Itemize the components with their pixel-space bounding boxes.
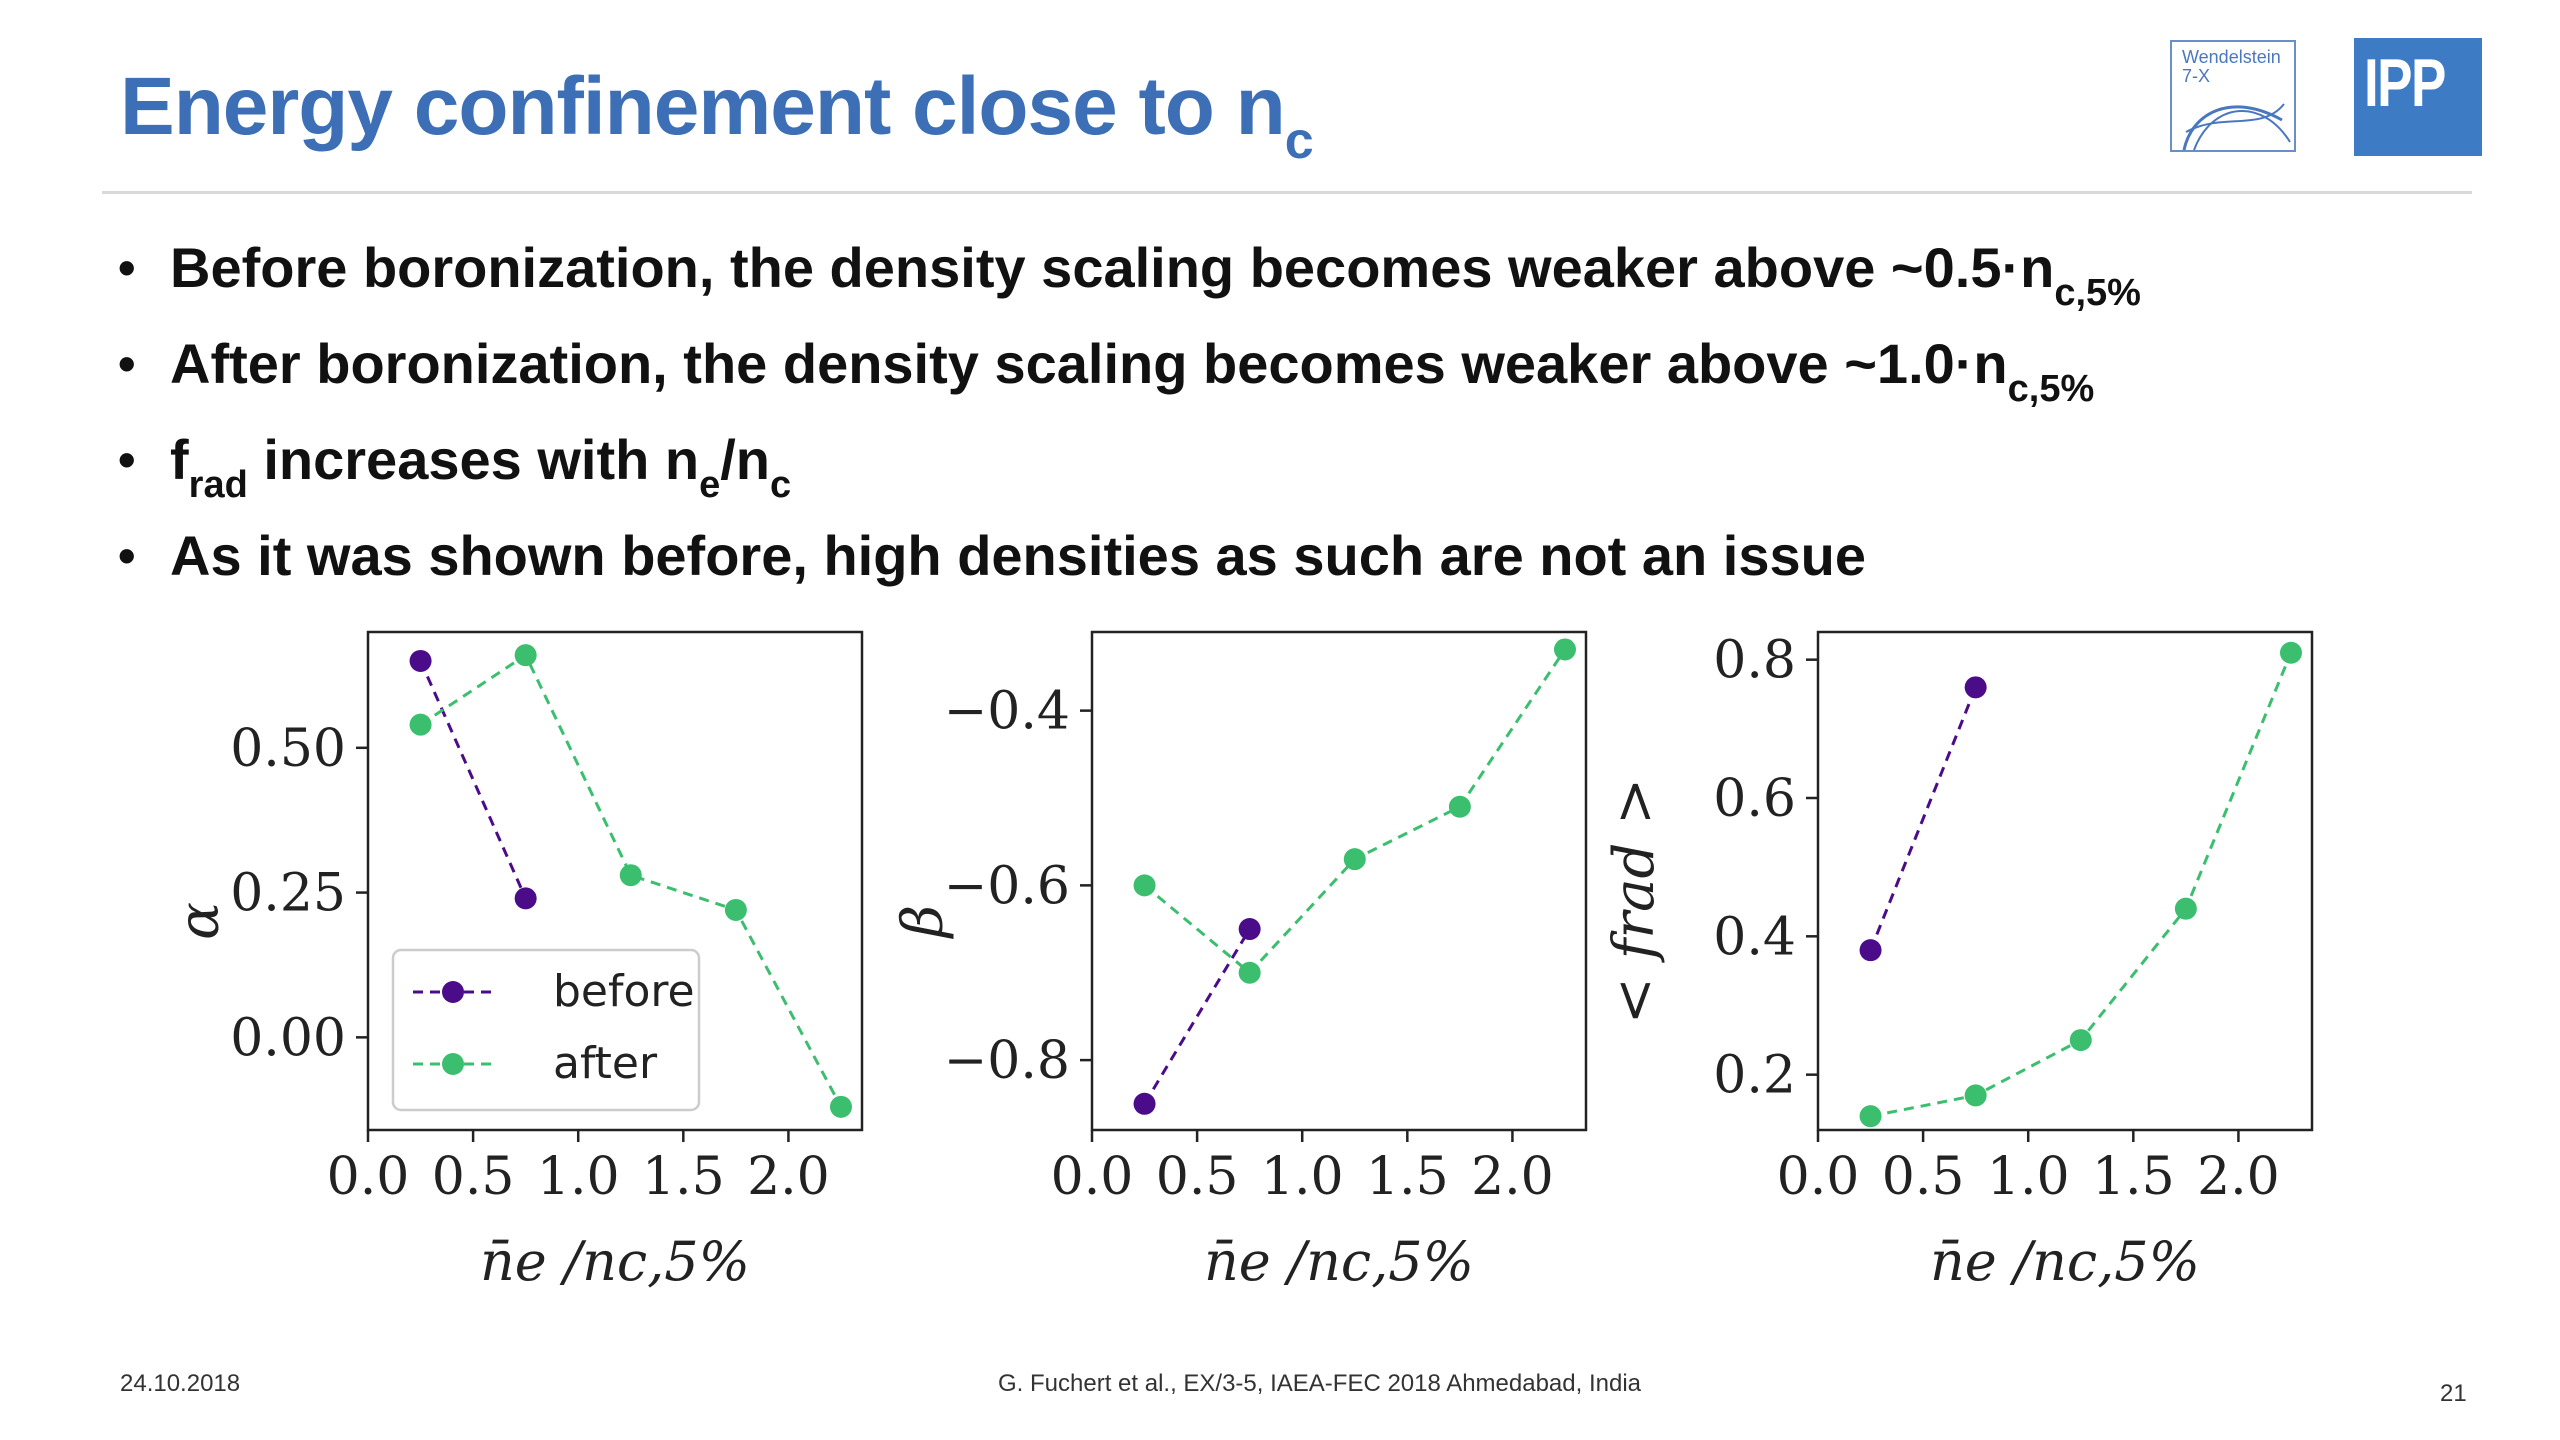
legend-label-before: before	[553, 966, 695, 1017]
y-tick-label: 0.50	[230, 719, 346, 779]
data-point-before	[514, 887, 537, 910]
y-tick-label: 0.6	[1713, 769, 1796, 829]
data-point-after	[2279, 641, 2302, 664]
y-tick-label: −0.4	[944, 682, 1070, 742]
slide-title: Energy confinement close to nc	[120, 61, 1314, 170]
data-point-after	[409, 713, 432, 736]
series-line-before	[1143, 928, 1251, 1105]
data-point-after	[1448, 795, 1471, 818]
bullet-item: • After boronization, the density scaling…	[118, 332, 2095, 411]
data-point-after	[1238, 961, 1261, 984]
wendelstein-7x-logo: Wendelstein 7-X	[2170, 40, 2296, 152]
x-tick-label: 1.0	[1987, 1147, 2070, 1207]
y-axis-label: < frad >	[1602, 778, 1667, 1024]
y-tick-label: −0.8	[944, 1031, 1070, 1091]
series-line-after	[1143, 648, 1567, 975]
x-tick-label: 0.5	[432, 1147, 515, 1207]
bullet-item: • As it was shown before, high densities …	[118, 524, 1866, 587]
x-tick-label: 0.0	[327, 1147, 410, 1207]
data-point-after	[1859, 1105, 1882, 1128]
chart-legend: before after	[391, 948, 701, 1112]
plot-frame	[1090, 630, 1588, 1132]
legend-marker-after	[442, 1053, 464, 1075]
data-point-after	[1964, 1084, 1987, 1107]
data-point-after	[724, 898, 747, 921]
y-tick-label: 0.4	[1713, 907, 1796, 967]
data-point-after	[619, 864, 642, 887]
x-tick-label: 0.5	[1156, 1147, 1239, 1207]
data-point-before	[409, 649, 432, 672]
bullet-list: • Before boronization, the density scalin…	[118, 238, 2141, 622]
x-tick-label: 0.0	[1051, 1147, 1134, 1207]
data-point-before	[1964, 676, 1987, 699]
bullet-dot: •	[118, 528, 136, 584]
x-axis-label: n̄e /nc,5%	[1204, 1230, 1474, 1293]
data-point-after	[1343, 848, 1366, 871]
plot-frame	[1816, 630, 2314, 1132]
y-tick-label: 0.25	[230, 864, 346, 924]
x-tick-label: 2.0	[2197, 1147, 2280, 1207]
data-point-before	[1238, 918, 1261, 941]
footer-date: 24.10.2018	[120, 1370, 241, 1397]
data-point-after	[2174, 897, 2197, 920]
x-tick-label: 1.5	[2092, 1147, 2175, 1207]
x-tick-label: 1.5	[1366, 1147, 1449, 1207]
footer-citation: G. Fuchert et al., EX/3-5, IAEA-FEC 2018…	[998, 1370, 1642, 1397]
y-tick-label: 0.00	[230, 1008, 346, 1068]
series-line-before	[419, 660, 528, 899]
data-point-before	[1859, 939, 1882, 962]
x-tick-label: 1.0	[1261, 1147, 1344, 1207]
x-axis-label: n̄e /nc,5%	[480, 1230, 750, 1293]
bullet-dot: •	[118, 432, 136, 488]
x-tick-label: 1.0	[537, 1147, 620, 1207]
legend-marker-before	[442, 981, 464, 1003]
x-tick-label: 1.5	[642, 1147, 725, 1207]
title-divider	[102, 191, 2472, 194]
bullet-dot: •	[118, 240, 136, 296]
y-axis-label: β	[891, 905, 956, 939]
y-axis-label: α	[167, 902, 232, 940]
legend-box	[391, 948, 701, 1112]
w7x-logo-text: Wendelstein 7-X	[2182, 47, 2281, 86]
bullet-item: • Before boronization, the density scalin…	[118, 236, 2141, 315]
data-point-after	[1133, 874, 1156, 897]
bullet-item: • frad increases with ne/nc	[118, 428, 792, 507]
data-point-after	[1553, 638, 1576, 661]
chart-2: 0.0 0.5 1.0 1.5 2.0 −0.8 −0.6 −0.4 n̄e /nc,5% β	[891, 630, 1588, 1293]
x-tick-label: 0.0	[1777, 1147, 1860, 1207]
chart-1: 0.0 0.5 1.0 1.5 2.0 0.00 0.25 0.50 n̄e /nc,5% α be…	[167, 630, 864, 1293]
ipp-logo: IPP	[2354, 38, 2482, 156]
series-line-before	[1869, 686, 1978, 951]
y-tick-label: −0.6	[944, 856, 1070, 916]
x-tick-label: 2.0	[1471, 1147, 1554, 1207]
y-tick-label: 0.2	[1713, 1046, 1796, 1106]
data-point-after	[2069, 1029, 2092, 1052]
w7x-logo-graphic	[2182, 103, 2291, 151]
data-point-after	[514, 644, 537, 667]
legend-label-after: after	[553, 1038, 658, 1089]
data-point-before	[1133, 1092, 1156, 1115]
chart-3: 0.0 0.5 1.0 1.5 2.0 0.2 0.4 0.6 0.8 n̄e /nc,5% < f…	[1602, 630, 2314, 1293]
plot-frame	[366, 630, 864, 1132]
x-axis-label: n̄e /nc,5%	[1930, 1230, 2200, 1293]
data-point-after	[829, 1095, 852, 1118]
title-subscript: c	[1284, 112, 1314, 170]
bullet-dot: •	[118, 336, 136, 392]
page-number: 21	[2440, 1380, 2467, 1407]
x-tick-label: 0.5	[1882, 1147, 1965, 1207]
x-tick-label: 2.0	[747, 1147, 830, 1207]
ipp-logo-text: IPP	[2364, 45, 2446, 121]
y-tick-label: 0.8	[1713, 631, 1796, 691]
